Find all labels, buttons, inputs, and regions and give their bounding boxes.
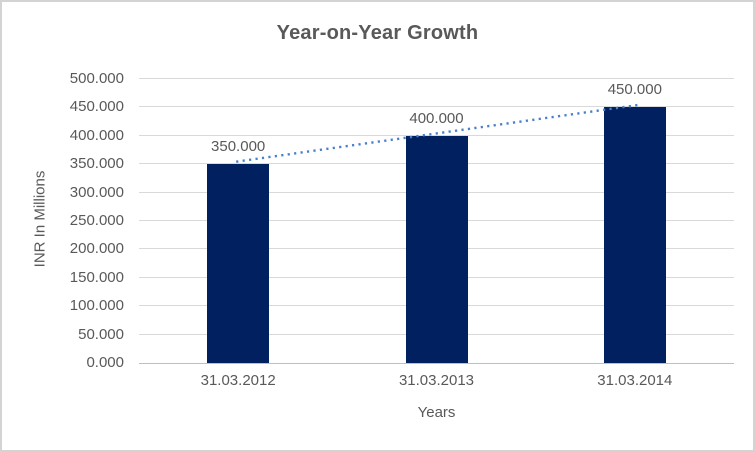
y-axis-tick-labels: 0.000 50.000 100.000 150.000 200.000 250.000 3… [2, 71, 124, 371]
gridline [139, 134, 734, 136]
chart-title: Year-on-Year Growth [276, 22, 479, 44]
bar [405, 135, 468, 363]
y-tick-label: 400.000 [69, 126, 124, 144]
y-tick-label: 250.000 [69, 212, 124, 229]
data-label: 450.000 [607, 81, 662, 99]
bar [207, 164, 270, 363]
plot-area: 350.000 400.000 450.000 [139, 78, 734, 364]
trendline [235, 103, 640, 163]
y-tick-label: 50.000 [78, 325, 124, 343]
bar [603, 107, 666, 363]
gridline [139, 106, 734, 108]
data-label: 350.000 [211, 138, 266, 156]
y-tick-label: 300.000 [69, 183, 124, 201]
x-tick-label: 31.03.2012 [200, 372, 276, 389]
y-tick-label: 350.000 [69, 155, 124, 173]
x-axis-tick-labels: 31.03.2012 31.03.2013 31.03.2014 [139, 372, 734, 392]
y-tick-label: 500.000 [69, 70, 124, 87]
y-tick-label: 450.000 [69, 98, 124, 116]
x-axis-title: Years [417, 404, 456, 421]
y-tick-label: 200.000 [69, 240, 124, 258]
gridline [139, 78, 734, 79]
y-tick-label: 100.000 [69, 297, 124, 315]
y-tick-label: 150.000 [69, 268, 124, 286]
x-tick-label: 31.03.2013 [398, 372, 475, 389]
x-tick-label: 31.03.2014 [597, 372, 673, 389]
y-tick-label: 0.000 [86, 354, 124, 371]
data-label: 400.000 [409, 109, 464, 127]
